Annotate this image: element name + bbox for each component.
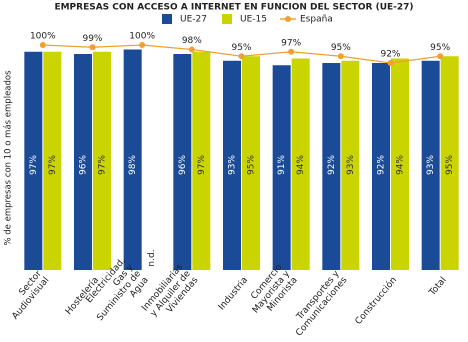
bar xyxy=(242,56,260,270)
legend-swatch xyxy=(222,14,232,24)
value-label: 98% xyxy=(128,155,138,175)
value-label: 97% xyxy=(29,155,39,175)
legend-label: UE-15 xyxy=(240,15,267,25)
bar xyxy=(440,56,459,270)
bar xyxy=(123,49,142,270)
value-label: 96% xyxy=(79,155,89,175)
bar xyxy=(421,60,440,270)
bar xyxy=(372,63,390,270)
value-label: 93% xyxy=(346,155,356,175)
legend-swatch xyxy=(162,14,172,24)
point xyxy=(437,53,444,60)
bar xyxy=(173,54,192,270)
value-label: 93% xyxy=(228,155,238,175)
value-label: 97% xyxy=(48,155,58,175)
value-label: 100% xyxy=(129,32,155,42)
value-label: 92% xyxy=(380,50,400,60)
legend-label: UE-27 xyxy=(180,15,207,25)
point xyxy=(188,46,195,53)
value-label: 95% xyxy=(231,43,251,53)
bar xyxy=(74,54,92,270)
value-label: 93% xyxy=(426,155,436,175)
value-label: 95% xyxy=(247,155,257,175)
value-label: 94% xyxy=(396,155,406,175)
point xyxy=(288,48,295,55)
x-tick-label: ComercioMayorista yMinorista xyxy=(243,262,300,322)
value-label: 96% xyxy=(178,155,188,175)
value-label: 92% xyxy=(377,155,387,175)
x-tick-label: Industria xyxy=(217,275,250,312)
x-tick-label: Total xyxy=(427,275,449,298)
point xyxy=(139,42,146,48)
bar xyxy=(223,60,241,270)
value-label: 97% xyxy=(281,38,301,48)
chart-title: EMPRESAS CON ACCESO A INTERNET EN FUNCIO… xyxy=(54,3,413,13)
point xyxy=(337,53,344,60)
value-label: 95% xyxy=(331,43,351,53)
x-tick-label: Inmobiliariasy Alquiler deViviendas xyxy=(140,262,200,326)
bar xyxy=(43,51,62,270)
bar xyxy=(341,60,360,270)
value-label: 95% xyxy=(445,155,455,175)
value-label: 97% xyxy=(197,155,207,175)
value-label: 99% xyxy=(82,34,102,44)
value-label: 97% xyxy=(98,155,108,175)
point xyxy=(387,60,394,66)
x-tick-label: SectorAudiovisual xyxy=(2,268,51,321)
value-label: n.d. xyxy=(147,249,157,266)
bar xyxy=(322,63,341,270)
value-label: 100% xyxy=(30,32,56,42)
bar xyxy=(391,58,409,270)
point xyxy=(89,44,96,51)
bar xyxy=(93,51,111,270)
value-label: 98% xyxy=(182,36,202,46)
bar xyxy=(24,51,43,270)
value-label: 92% xyxy=(327,155,337,175)
x-tick-label: Construcción xyxy=(353,274,399,326)
value-label: 91% xyxy=(277,155,287,175)
value-label: 94% xyxy=(296,155,306,175)
point xyxy=(238,53,245,60)
point xyxy=(39,42,46,48)
bar xyxy=(291,58,310,270)
bar xyxy=(272,65,291,270)
legend-label: España xyxy=(300,15,333,25)
bar xyxy=(192,51,211,270)
legend-marker xyxy=(285,16,291,22)
value-label: 95% xyxy=(430,43,450,53)
y-axis-label: % de empresas con 10 o más empleados xyxy=(4,70,14,246)
